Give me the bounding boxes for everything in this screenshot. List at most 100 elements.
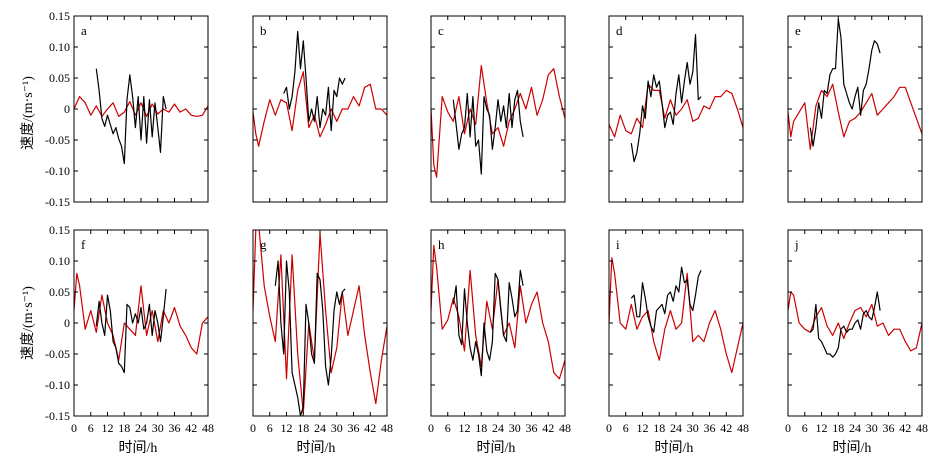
x-tick-label: 6 — [623, 421, 629, 435]
x-tick-label: 30 — [866, 421, 878, 435]
x-tick-label: 6 — [267, 421, 273, 435]
panel-b: b — [252, 15, 388, 203]
x-tick-label: 18 — [475, 421, 487, 435]
y-tick-label: 0.15 — [49, 9, 70, 23]
x-axis-label-1: 时间/h — [119, 440, 158, 456]
panel-frame — [787, 15, 923, 203]
y-tick-label: 0 — [64, 102, 70, 116]
x-tick-label: 36 — [883, 421, 895, 435]
y-tick-label: 0.10 — [49, 40, 70, 54]
panel-label: i — [616, 237, 620, 252]
panel-frame — [430, 229, 566, 417]
y-tick-label: -0.05 — [45, 133, 70, 147]
modeled-series-line — [609, 257, 743, 374]
x-tick-label: 24 — [135, 421, 147, 435]
x-tick-label: 12 — [459, 421, 471, 435]
x-tick-label: 48 — [916, 421, 928, 435]
panel-d: d — [608, 15, 744, 203]
panel-label: d — [616, 23, 623, 38]
modeled-series-line — [609, 83, 743, 138]
x-axis-label-3: 时间/h — [477, 440, 516, 456]
x-tick-label: 18 — [653, 421, 665, 435]
panel-label: b — [260, 23, 267, 38]
panel-label: f — [81, 237, 86, 252]
x-tick-label: 48 — [737, 421, 749, 435]
y-tick-label: -0.15 — [45, 195, 70, 209]
observed-series-line — [95, 288, 167, 374]
x-axis-label-4: 时间/h — [655, 440, 694, 456]
panel-a: -0.15 -0.10 -0.05 0 0.05 0.10 0.15 a — [45, 9, 209, 209]
x-tick-label: 36 — [348, 421, 360, 435]
y-tick-label: -0.05 — [45, 347, 70, 361]
y-tick-label: -0.15 — [45, 409, 70, 423]
panel-frame — [608, 229, 744, 417]
y-tick-label: 0 — [64, 316, 70, 330]
panel-j: 0 6 12 18 24 30 36 42 48 j — [785, 229, 928, 435]
modeled-series-line — [74, 272, 208, 361]
panel-label: e — [795, 23, 801, 38]
panel-i: 0 6 12 18 24 30 36 42 48 i — [606, 229, 749, 435]
x-tick-label: 0 — [428, 421, 434, 435]
x-tick-label: 0 — [785, 421, 791, 435]
x-tick-label: 24 — [492, 421, 504, 435]
x-tick-label: 30 — [152, 421, 164, 435]
observed-series-line — [274, 260, 346, 416]
y-tick-label: 0.10 — [49, 254, 70, 268]
y-axis-label-top: 速度/(m·s⁻¹) — [20, 76, 36, 150]
x-tick-label: 36 — [704, 421, 716, 435]
panel-frame — [252, 229, 388, 417]
x-tick-label: 36 — [526, 421, 538, 435]
panel-label: c — [438, 23, 444, 38]
panel-label: a — [81, 23, 87, 38]
x-tick-label: 18 — [118, 421, 130, 435]
panel-label: j — [794, 237, 799, 252]
modeled-series-line — [253, 71, 387, 147]
y-axis-label-bottom: 速度/(m·s⁻¹) — [20, 286, 36, 360]
x-tick-label: 18 — [832, 421, 844, 435]
observed-series-line — [809, 18, 881, 147]
panel-frame — [430, 15, 566, 203]
modeled-series-line — [431, 244, 565, 380]
observed-series-line — [630, 34, 702, 163]
observed-series-line — [452, 269, 524, 377]
panel-frame — [608, 15, 744, 203]
x-tick-label: 18 — [297, 421, 309, 435]
modeled-series-line — [74, 96, 208, 117]
x-tick-label: 12 — [102, 421, 114, 435]
y-tick-label: 0.15 — [49, 223, 70, 237]
x-tick-label: 48 — [202, 421, 214, 435]
observed-series-line — [452, 89, 524, 175]
x-tick-label: 42 — [542, 421, 554, 435]
x-tick-label: 30 — [331, 421, 343, 435]
x-tick-label: 0 — [606, 421, 612, 435]
x-tick-label: 24 — [670, 421, 682, 435]
x-tick-label: 24 — [849, 421, 861, 435]
x-tick-label: 12 — [816, 421, 828, 435]
y-tick-label: 0.05 — [49, 285, 70, 299]
x-axis-label-5: 时间/h — [833, 440, 872, 456]
modeled-series-line — [788, 83, 922, 150]
x-tick-label: 6 — [88, 421, 94, 435]
panel-c: c — [430, 15, 566, 203]
observed-series-line — [283, 30, 346, 132]
x-tick-label: 42 — [185, 421, 197, 435]
panel-h: 0 6 12 18 24 30 36 42 48 h — [428, 229, 571, 435]
panel-label: h — [438, 237, 445, 252]
x-tick-label: 30 — [509, 421, 521, 435]
modeled-series-line — [431, 65, 565, 178]
x-tick-label: 12 — [637, 421, 649, 435]
modeled-series-line — [253, 230, 387, 414]
x-tick-label: 48 — [559, 421, 571, 435]
panel-label: g — [260, 237, 267, 252]
observed-series-line — [630, 266, 702, 333]
x-tick-label: 0 — [71, 421, 77, 435]
observed-series-line — [95, 68, 167, 165]
x-tick-label: 24 — [314, 421, 326, 435]
x-tick-label: 30 — [687, 421, 699, 435]
panel-g: 0 6 12 18 24 30 36 42 48 g — [250, 229, 393, 435]
x-tick-label: 36 — [169, 421, 181, 435]
modeled-series-line — [788, 291, 922, 352]
x-tick-label: 6 — [445, 421, 451, 435]
